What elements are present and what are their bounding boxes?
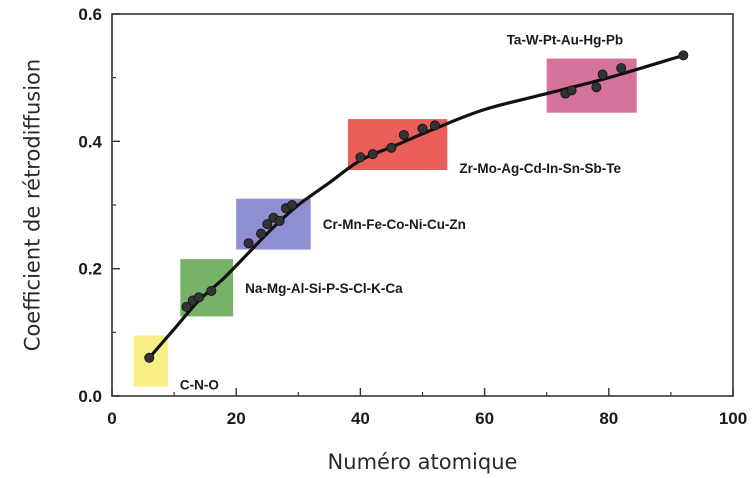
x-tick-label: 60: [475, 409, 494, 428]
data-point-15: [398, 129, 409, 140]
x-tick-label: 80: [599, 409, 618, 428]
x-tick-label: 40: [351, 409, 370, 428]
data-point-7: [262, 219, 273, 230]
data-point-5: [243, 238, 254, 249]
x-axis-title: Numéro atomique: [328, 450, 518, 474]
data-point-1: [181, 301, 192, 312]
data-point-23: [678, 50, 689, 61]
data-point-11: [287, 199, 298, 210]
y-tick-label: 0.6: [78, 5, 102, 24]
group-labels-layer: C-N-O Na-Mg-Al-Si-P-S-Cl-K-Ca Cr-Mn-Fe-Co-…: [180, 33, 623, 393]
axes: 0 20 40 60 80 100 0.0 0.2 0.4 0.6: [78, 5, 747, 428]
data-point-0: [144, 352, 155, 363]
data-point-19: [566, 85, 577, 96]
x-tick-label: 0: [107, 409, 116, 428]
data-point-22: [616, 63, 627, 74]
data-point-16: [417, 123, 428, 134]
group-label-4: Ta-W-Pt-Au-Hg-Pb: [507, 33, 623, 48]
y-axis-title: Coefficient de rétrodiffusion: [20, 59, 44, 351]
data-point-6: [256, 228, 267, 239]
group-label-3: Zr-Mo-Ag-Cd-In-Sn-Sb-Te: [459, 161, 621, 176]
y-tick-label: 0.2: [78, 260, 102, 279]
data-point-21: [597, 69, 608, 80]
y-tick-label: 0.4: [78, 132, 102, 151]
plot-frame: [111, 13, 734, 397]
group-label-1: Na-Mg-Al-Si-P-S-Cl-K-Ca: [245, 281, 403, 296]
data-point-13: [367, 149, 378, 160]
data-point-12: [355, 152, 366, 163]
data-point-20: [591, 82, 602, 93]
data-points-layer: [144, 50, 689, 363]
data-point-9: [274, 215, 285, 226]
data-point-17: [429, 120, 440, 131]
group-label-2: Cr-Mn-Fe-Co-Ni-Cu-Zn: [323, 217, 466, 232]
data-point-3: [193, 292, 204, 303]
x-tick-label: 20: [227, 409, 246, 428]
data-point-4: [206, 285, 217, 296]
data-point-14: [386, 142, 397, 153]
x-tick-label: 100: [719, 409, 747, 428]
y-tick-label: 0.0: [78, 387, 102, 406]
group-label-0: C-N-O: [180, 377, 219, 392]
